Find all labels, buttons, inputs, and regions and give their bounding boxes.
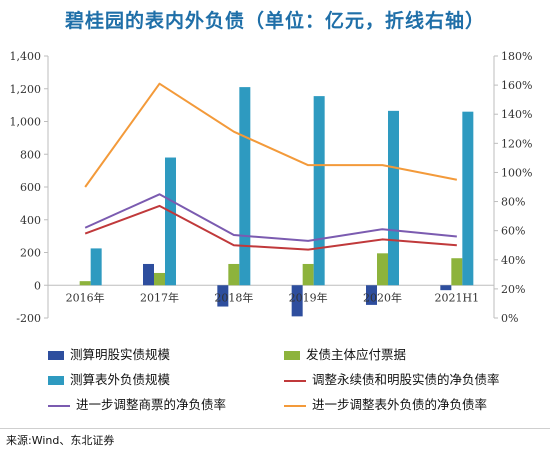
y-right-tick-label: 140% [501,108,532,121]
bar-2-0 [90,248,102,286]
y-left-tick-label: 1,400 [10,50,42,63]
legend-item-bar-1: 发债主体应付票据 [284,344,406,363]
legend-item-line-0: 调整永续债和明股实债的净负债率 [284,369,500,388]
legend-swatch [284,379,306,382]
bar-series-group [79,87,474,317]
bar-2-3 [313,96,325,286]
bar-2-5 [462,111,474,286]
y-right-tick-label: 0% [501,312,518,325]
category-axis-labels: 2016年 2017年 2018年 2019年 2020年 2021H1 [66,290,479,304]
legend-swatch [48,351,64,360]
line-series-0 [84,204,457,251]
bar-1-0 [79,281,91,286]
category-label: 2017年 [140,290,179,304]
chart-title: 碧桂园的表内外负债（单位：亿元，折线右轴） [64,10,485,32]
legend-label: 测算表外负债规模 [70,372,171,387]
y-right-tick-label: 40% [501,254,525,267]
y-right-tick-label: 60% [501,225,525,238]
y-left-tick-label: 1,200 [10,83,42,96]
source-note: 来源:Wind、东北证券 [6,434,115,447]
legend-item-line-1: 进一步调整商票的净负债率 [48,394,226,413]
legend-swatch [48,404,70,407]
y-left-tick-label: 400 [20,214,41,227]
y-right-tick-label: 180% [501,50,532,63]
bar-0-3 [291,285,303,317]
bar-0-2 [217,285,229,307]
legend-item-bar-2: 测算表外负债规模 [48,369,170,388]
chart-plot-area: -200 0 200 400 600 800 1,000 1,200 1,400 0% 20% 40%… [10,50,533,325]
y-left-tick-label: 600 [20,181,41,194]
legend-swatch [284,351,300,360]
y-left-tick-label: 800 [20,148,41,161]
line-series-1 [84,193,457,242]
legend-label: 进一步调整商票的净负债率 [76,397,227,412]
legend-item-bar-0: 测算明股实债规模 [48,344,170,363]
legend-label: 发债主体应付票据 [306,347,407,362]
y-right-tick-label: 100% [501,166,532,179]
legend-swatch [284,404,306,407]
bar-1-4 [377,253,388,286]
category-label: 2021H1 [435,291,480,304]
y-left-tick-label: -200 [16,312,41,325]
category-label: 2019年 [289,290,328,304]
bar-1-1 [154,272,165,286]
legend-swatch [48,376,64,385]
legend-item-line-2: 进一步调整表外负债的净负债率 [284,394,487,413]
bar-1-2 [228,263,240,286]
y-left-tick-label: 1,000 [10,116,42,129]
y-right-tick-label: 160% [501,79,532,92]
y-right-tick-label: 20% [501,283,525,296]
bar-1-3 [302,263,314,286]
category-label: 2020年 [363,290,402,304]
y-right-tick-label: 120% [501,137,532,150]
bar-0-5 [440,285,452,291]
line-series-group [84,82,458,251]
bar-1-5 [451,258,463,286]
category-label: 2018年 [214,290,253,304]
bar-0-4 [366,285,377,305]
category-label: 2016年 [66,290,105,304]
legend-label: 调整永续债和明股实债的净负债率 [312,372,500,387]
y-left-tick-label: 0 [34,279,41,292]
legend-label: 测算明股实债规模 [70,347,171,362]
bar-2-4 [388,110,399,286]
divider [0,428,550,429]
bar-2-1 [165,157,176,286]
chart-axes: -200 0 200 400 600 800 1,000 1,200 1,400 0% 20% 40%… [10,50,533,325]
y-left-tick-label: 200 [20,247,41,260]
bar-0-1 [143,263,154,286]
y-right-tick-label: 80% [501,196,525,209]
legend-label: 进一步调整表外负债的净负债率 [312,397,488,412]
bar-2-2 [239,87,251,286]
line-series-2 [84,82,458,188]
